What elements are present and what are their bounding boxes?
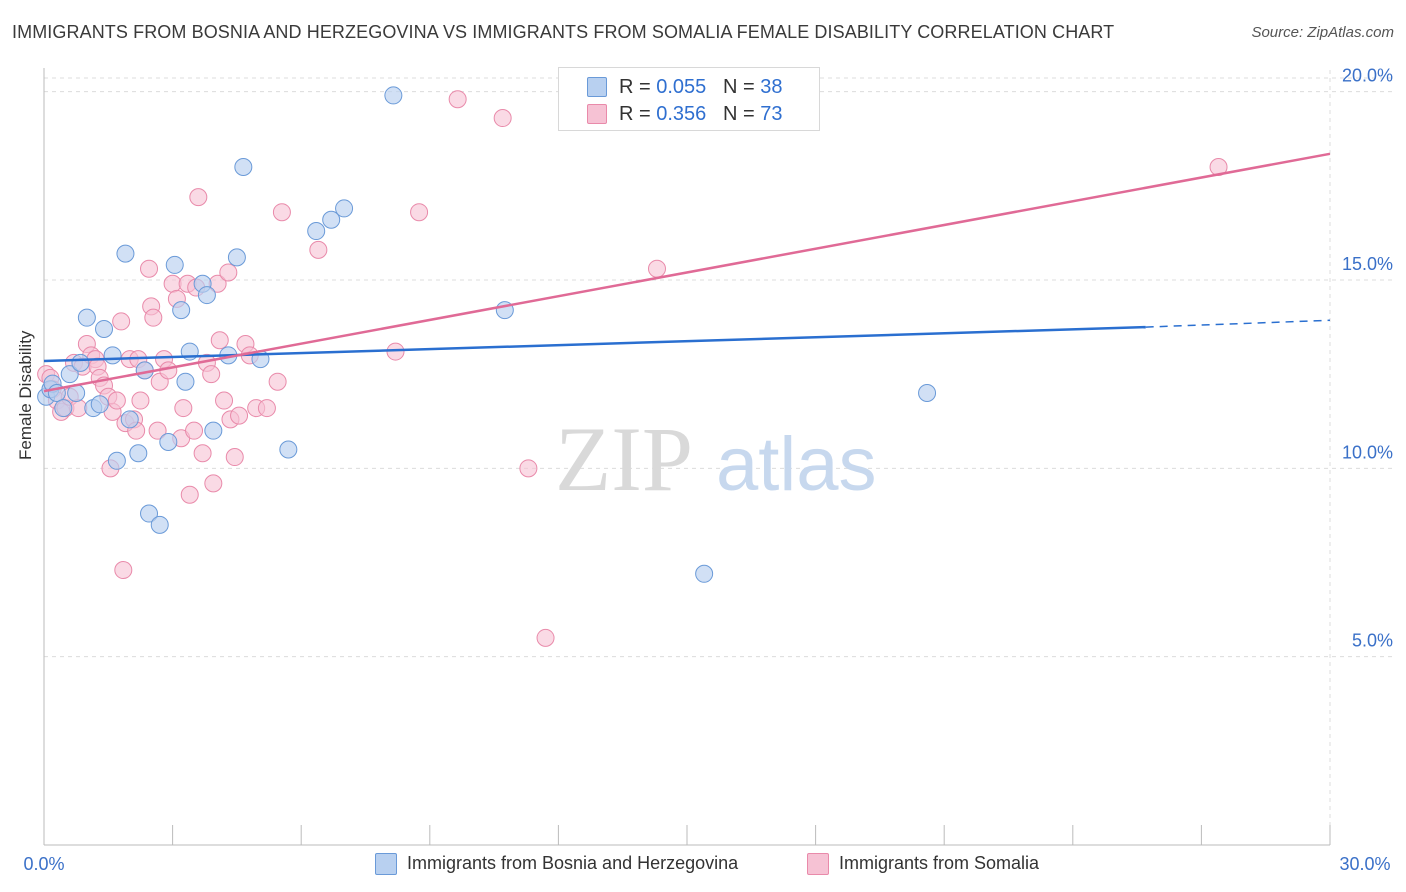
- bottom-legend-label-bosnia: Immigrants from Bosnia and Herzegovina: [407, 853, 739, 873]
- watermark-zip: ZIP: [555, 408, 693, 510]
- somalia-point: [536, 628, 555, 647]
- somalia-point: [215, 391, 234, 410]
- bosnia-point: [103, 346, 122, 365]
- x-tick-label-min: 0.0%: [23, 854, 64, 874]
- y-tick-label: 20.0%: [1342, 66, 1393, 86]
- legend-r-label: R =: [619, 76, 657, 98]
- bosnia-point: [107, 451, 126, 470]
- somalia-point: [219, 263, 238, 282]
- bosnia-trend-line: [43, 325, 1146, 363]
- bosnia-point: [279, 440, 298, 459]
- bottom-legend-label-somalia: Immigrants from Somalia: [839, 853, 1040, 873]
- somalia-point: [268, 372, 287, 391]
- x-tick-label-max: 30.0%: [1339, 854, 1390, 874]
- y-axis-label: Female Disability: [16, 330, 35, 460]
- legend-r-label: R =: [619, 103, 657, 125]
- somalia-point: [202, 365, 221, 384]
- legend-n-value: 73: [760, 103, 783, 125]
- y-tick-label: 15.0%: [1342, 254, 1393, 274]
- bosnia-point: [95, 319, 114, 338]
- legend-swatch-bosnia: [587, 77, 607, 97]
- legend-r-value: 0.356: [656, 103, 707, 125]
- bosnia-point: [307, 222, 326, 241]
- somalia-point: [189, 188, 208, 207]
- bosnia-trend-extension: [1145, 319, 1331, 328]
- bosnia-point: [197, 286, 216, 305]
- bosnia-point: [54, 399, 73, 418]
- somalia-point: [493, 109, 512, 128]
- somalia-point: [230, 406, 249, 425]
- legend-n-label: N =: [722, 76, 761, 98]
- bosnia-point: [322, 210, 341, 229]
- trend-lines: [43, 152, 1331, 393]
- bosnia-point: [176, 372, 195, 391]
- bosnia-point: [159, 432, 178, 451]
- source-label: Source: ZipAtlas.com: [1251, 24, 1394, 41]
- series-bosnia-points: [37, 86, 937, 583]
- bosnia-point: [165, 255, 184, 274]
- somalia-point: [112, 312, 131, 331]
- somalia-point: [69, 399, 88, 418]
- somalia-point: [148, 421, 167, 440]
- legend-n-value: 38: [760, 76, 783, 98]
- somalia-point: [174, 399, 193, 418]
- tick-labels: 5.0% 10.0% 15.0% 20.0% 0.0% 30.0%: [23, 66, 1393, 874]
- somalia-point: [131, 391, 150, 410]
- watermark-atlas: atlas: [716, 422, 877, 507]
- somalia-point: [519, 459, 538, 478]
- gridlines: [44, 70, 1392, 845]
- somalia-point: [210, 331, 229, 350]
- bosnia-point: [234, 158, 253, 176]
- chart-title: IMMIGRANTS FROM BOSNIA AND HERZEGOVINA V…: [12, 22, 1115, 42]
- bosnia-point: [140, 504, 159, 523]
- y-tick-label: 5.0%: [1352, 631, 1393, 651]
- bosnia-point: [60, 365, 79, 384]
- somalia-point: [257, 399, 276, 418]
- series-somalia-points: [37, 90, 1228, 647]
- somalia-point: [140, 259, 159, 278]
- axes: [43, 68, 1331, 846]
- somalia-point: [180, 485, 199, 504]
- somalia-point: [225, 448, 244, 467]
- bosnia-point: [204, 421, 223, 440]
- somalia-point: [410, 203, 429, 222]
- correlation-legend: R = 0.055 N = 38 R = 0.356 N = 73: [558, 67, 820, 131]
- somalia-point: [647, 259, 666, 278]
- bosnia-point: [227, 248, 246, 267]
- somalia-point: [193, 444, 212, 463]
- y-tick-label: 10.0%: [1342, 442, 1393, 462]
- somalia-trend-line: [43, 152, 1331, 393]
- bosnia-point: [918, 384, 937, 402]
- legend-r-value: 0.055: [656, 76, 707, 98]
- bottom-legend-swatch-somalia: [807, 853, 829, 875]
- bosnia-point: [695, 564, 714, 583]
- somalia-point: [163, 274, 182, 293]
- somalia-point: [185, 421, 204, 440]
- bosnia-point: [384, 86, 403, 105]
- bosnia-point: [150, 515, 169, 534]
- somalia-point: [144, 308, 163, 327]
- bosnia-point: [77, 308, 96, 327]
- legend-swatch-somalia: [587, 104, 607, 124]
- bottom-legend-swatch-bosnia: [375, 853, 397, 875]
- bosnia-point: [71, 353, 90, 372]
- somalia-point: [107, 391, 126, 410]
- bosnia-point: [120, 410, 139, 429]
- bosnia-point: [90, 395, 109, 414]
- watermark: ZIP atlas: [555, 408, 877, 510]
- bosnia-point: [129, 444, 148, 463]
- somalia-point: [204, 474, 223, 493]
- bosnia-point: [335, 199, 354, 218]
- legend-n-label: N =: [722, 103, 761, 125]
- bosnia-point: [116, 244, 135, 263]
- bosnia-point: [172, 301, 191, 320]
- somalia-point: [114, 561, 133, 580]
- somalia-point: [448, 90, 467, 109]
- somalia-point: [272, 203, 291, 222]
- somalia-point: [309, 240, 328, 259]
